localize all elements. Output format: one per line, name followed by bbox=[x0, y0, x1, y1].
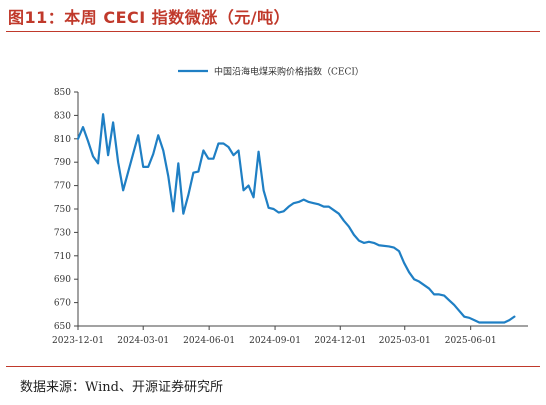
y-tick-label: 790 bbox=[54, 158, 71, 168]
series-line-ceci bbox=[76, 113, 516, 324]
source-rule bbox=[6, 366, 540, 367]
y-tick-label: 770 bbox=[54, 182, 71, 192]
y-tick-label: 850 bbox=[54, 88, 71, 98]
y-tick-label: 670 bbox=[54, 299, 71, 309]
x-tick-label: 2024-06-01 bbox=[183, 336, 235, 346]
y-axis-ticks: 650 670 690 710 730 750 770 790 810 830 850 bbox=[54, 88, 78, 332]
chart-legend: 中国沿海电煤采购价格指数（CECI） bbox=[178, 66, 364, 78]
y-tick-label: 710 bbox=[54, 252, 71, 262]
x-tick-label: 2023-12-01 bbox=[52, 336, 104, 346]
figure-title: 图11：本周 CECI 指数微涨（元/吨） bbox=[8, 8, 291, 27]
x-tick-label: 2024-03-01 bbox=[117, 336, 169, 346]
y-tick-label: 830 bbox=[54, 111, 71, 121]
series-group bbox=[76, 113, 516, 324]
line-chart: 650 670 690 710 730 750 770 790 810 830 850 2023-1… bbox=[52, 66, 528, 346]
x-tick-label: 2024-12-01 bbox=[314, 336, 366, 346]
y-tick-label: 650 bbox=[54, 322, 71, 332]
chart-axes bbox=[77, 92, 528, 327]
title-rule bbox=[6, 31, 540, 32]
y-tick-label: 730 bbox=[54, 228, 71, 238]
x-tick-label: 2025-06-01 bbox=[445, 336, 497, 346]
legend-label: 中国沿海电煤采购价格指数（CECI） bbox=[214, 66, 364, 78]
x-axis-ticks: 2023-12-01 2024-03-01 2024-06-01 2024-09-01… bbox=[52, 326, 497, 346]
y-tick-label: 810 bbox=[54, 135, 71, 145]
y-tick-label: 690 bbox=[54, 275, 71, 285]
x-tick-label: 2024-09-01 bbox=[249, 336, 301, 346]
x-tick-label: 2025-03-01 bbox=[379, 336, 431, 346]
y-tick-label: 750 bbox=[54, 205, 71, 215]
figure-source: 数据来源：Wind、开源证券研究所 bbox=[20, 380, 223, 395]
